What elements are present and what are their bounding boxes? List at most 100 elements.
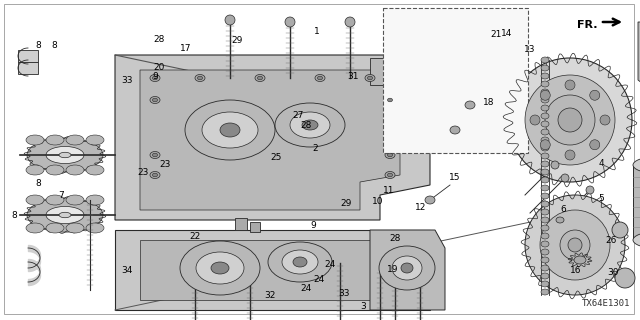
Ellipse shape [541,65,549,71]
Ellipse shape [560,230,590,260]
Polygon shape [638,22,640,97]
Text: 8: 8 [12,212,17,220]
Ellipse shape [220,123,240,137]
Text: 34: 34 [121,266,132,275]
Ellipse shape [345,17,355,27]
Polygon shape [370,230,445,310]
Ellipse shape [59,212,71,218]
Text: 7: 7 [58,191,63,200]
Ellipse shape [27,198,103,232]
Ellipse shape [86,195,104,205]
Bar [250,222,260,232]
Ellipse shape [541,241,549,247]
Ellipse shape [541,105,549,111]
Ellipse shape [152,76,157,80]
Text: 5: 5 [599,194,604,203]
Ellipse shape [541,177,549,183]
Ellipse shape [558,108,582,132]
Ellipse shape [315,75,325,82]
Ellipse shape [46,206,84,224]
Text: 29: 29 [231,36,243,45]
Text: 11: 11 [383,186,395,195]
Ellipse shape [545,95,595,145]
Ellipse shape [633,232,640,248]
Ellipse shape [365,75,375,82]
Ellipse shape [540,90,550,100]
Ellipse shape [27,138,103,172]
Ellipse shape [150,172,160,179]
Ellipse shape [225,15,235,25]
Text: 8: 8 [36,41,41,50]
Ellipse shape [86,135,104,145]
Ellipse shape [385,97,395,103]
Ellipse shape [541,273,549,279]
Ellipse shape [540,140,550,150]
Ellipse shape [541,113,549,119]
Text: 33: 33 [339,289,350,298]
Ellipse shape [541,153,549,159]
Text: 24: 24 [324,260,335,269]
Polygon shape [18,50,38,62]
Ellipse shape [150,151,160,158]
Ellipse shape [541,257,549,263]
Text: 12: 12 [415,204,427,212]
Ellipse shape [541,249,549,255]
Text: 30: 30 [607,268,619,277]
Text: 9: 9 [152,72,157,81]
Ellipse shape [574,256,586,264]
Ellipse shape [541,121,549,127]
Text: 4: 4 [599,159,604,168]
Ellipse shape [561,174,569,182]
Ellipse shape [198,76,202,80]
Text: TX64E1301: TX64E1301 [582,299,630,308]
Ellipse shape [612,222,628,238]
Ellipse shape [541,185,549,191]
Text: 23: 23 [138,168,149,177]
Polygon shape [140,240,410,300]
Ellipse shape [600,115,610,125]
Ellipse shape [556,217,564,223]
Ellipse shape [379,246,435,290]
Ellipse shape [202,112,258,148]
Ellipse shape [387,173,392,177]
Ellipse shape [66,195,84,205]
Ellipse shape [568,238,582,252]
Ellipse shape [66,165,84,175]
Ellipse shape [541,225,549,231]
Ellipse shape [541,201,549,207]
Text: 24: 24 [313,276,324,284]
Ellipse shape [257,76,262,80]
Ellipse shape [195,75,205,82]
Text: 28: 28 [300,121,312,130]
Ellipse shape [541,281,549,287]
Text: 8: 8 [52,41,57,50]
Ellipse shape [541,209,549,215]
Text: 26: 26 [605,236,617,245]
Text: 22: 22 [189,232,201,241]
Ellipse shape [196,252,244,284]
Ellipse shape [66,223,84,233]
Ellipse shape [551,161,559,169]
Bar [235,218,247,230]
Text: 15: 15 [449,173,460,182]
Ellipse shape [293,257,307,267]
Ellipse shape [541,57,549,63]
Ellipse shape [66,135,84,145]
Ellipse shape [530,115,540,125]
Text: 24: 24 [300,284,312,293]
Ellipse shape [541,137,549,143]
Text: 3: 3 [361,302,366,311]
Ellipse shape [152,153,157,157]
Ellipse shape [541,81,549,87]
Text: 31: 31 [348,72,359,81]
Text: 14: 14 [501,29,513,38]
Ellipse shape [285,17,295,27]
Ellipse shape [392,256,422,280]
Ellipse shape [268,242,332,282]
Ellipse shape [150,75,160,82]
Text: 29: 29 [340,199,351,208]
Text: 27: 27 [292,111,303,120]
Ellipse shape [255,75,265,82]
Ellipse shape [367,76,372,80]
Ellipse shape [387,98,392,102]
